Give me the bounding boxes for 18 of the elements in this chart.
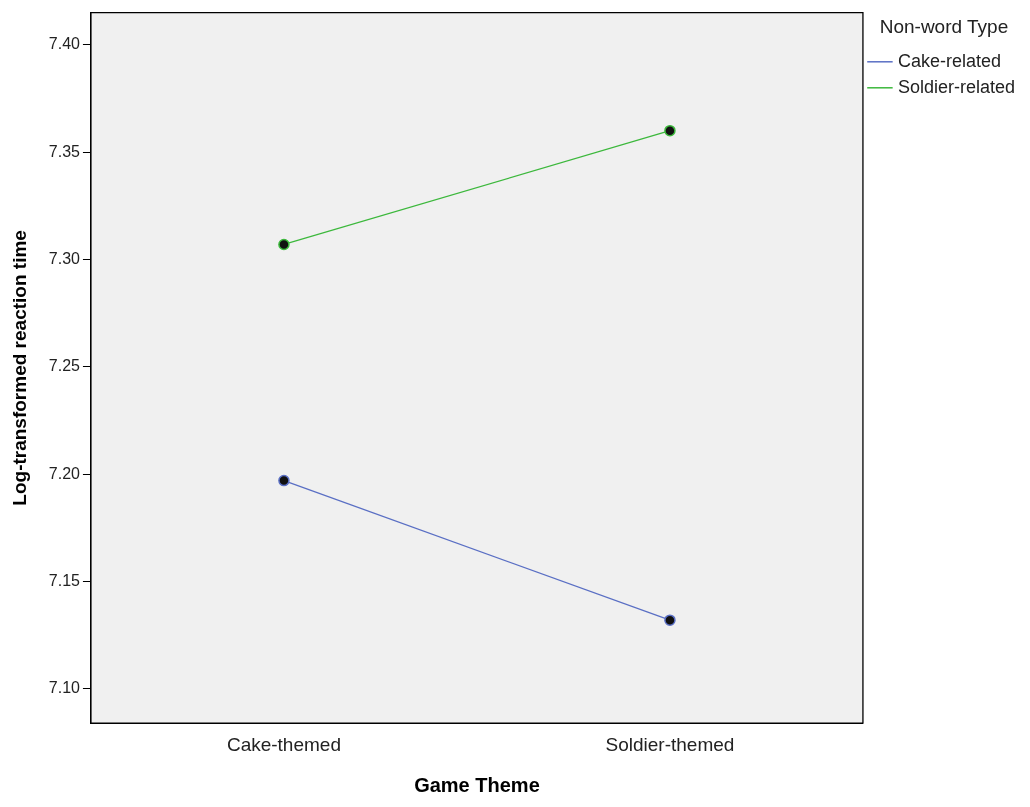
- point: [278, 238, 290, 251]
- y-axis-title: Log-transformed reaction time: [8, 230, 30, 506]
- y-tick-label: 7.30: [48, 249, 81, 267]
- x-axis-title: Game Theme: [414, 773, 540, 796]
- point: [664, 614, 676, 626]
- y-tick-label: 7.35: [48, 142, 81, 160]
- y-tick-label: 7.40: [48, 35, 81, 53]
- y-tick-label: 7.15: [48, 571, 81, 589]
- x-tick-label: Cake-themed: [226, 733, 341, 755]
- y-tick-label: 7.25: [48, 357, 81, 375]
- x-tick-label: Soldier-themed: [605, 733, 735, 755]
- legend-title: Non-word Type: [879, 15, 1009, 37]
- y-tick-label: 7.20: [48, 464, 81, 482]
- point: [664, 124, 676, 137]
- point: [278, 474, 290, 487]
- legend-label: Cake-related: [897, 50, 1001, 71]
- y-tick-label: 7.10: [48, 679, 81, 697]
- legend-label: Soldier-related: [897, 76, 1015, 97]
